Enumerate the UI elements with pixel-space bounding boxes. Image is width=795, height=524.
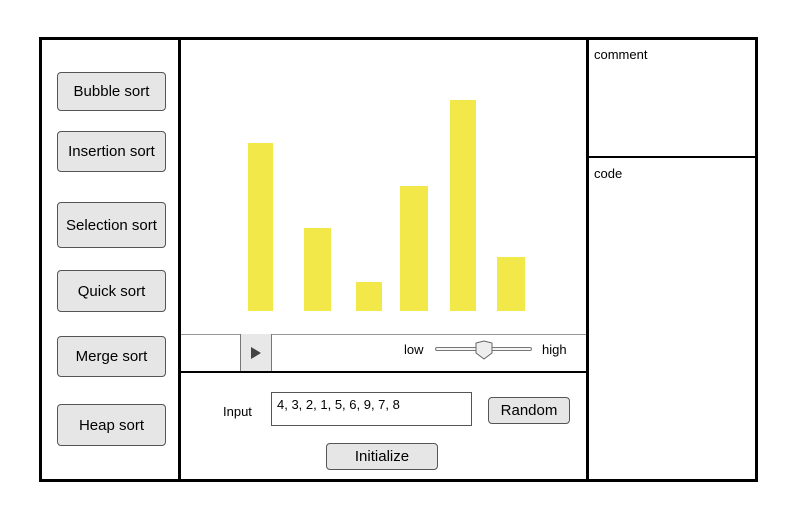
left-divider [178,40,181,479]
chart-bar [304,228,331,311]
merge-sort-button[interactable]: Merge sort [57,336,166,377]
speed-high-label: high [542,342,567,357]
chart-bar [497,257,525,311]
play-icon [251,346,261,359]
playback-bottom-divider [181,371,586,373]
comment-panel-label: comment [594,47,648,62]
input-field[interactable]: 4, 3, 2, 1, 5, 6, 9, 7, 8 [271,392,472,426]
random-button[interactable]: Random [488,397,570,424]
chart-bar [400,186,428,311]
bubble-sort-button[interactable]: Bubble sort [57,72,166,111]
slider-thumb[interactable] [474,340,494,360]
play-button[interactable] [240,334,272,371]
comment-code-divider [589,156,755,158]
quick-sort-button[interactable]: Quick sort [57,270,166,312]
chart-bar [248,143,273,311]
input-label: Input [223,404,252,419]
speed-low-label: low [404,342,424,357]
initialize-button[interactable]: Initialize [326,443,438,470]
insertion-sort-button[interactable]: Insertion sort [57,131,166,172]
chart-bar [356,282,382,311]
heap-sort-button[interactable]: Heap sort [57,404,166,446]
right-divider [586,40,589,479]
speed-slider[interactable] [435,340,532,360]
code-panel-label: code [594,166,623,181]
playback-top-divider [181,334,586,335]
chart-bar [450,100,476,311]
selection-sort-button[interactable]: Selection sort [57,202,166,248]
sort-visualizer-window: Bubble sort Insertion sort Selection sor… [39,37,758,482]
